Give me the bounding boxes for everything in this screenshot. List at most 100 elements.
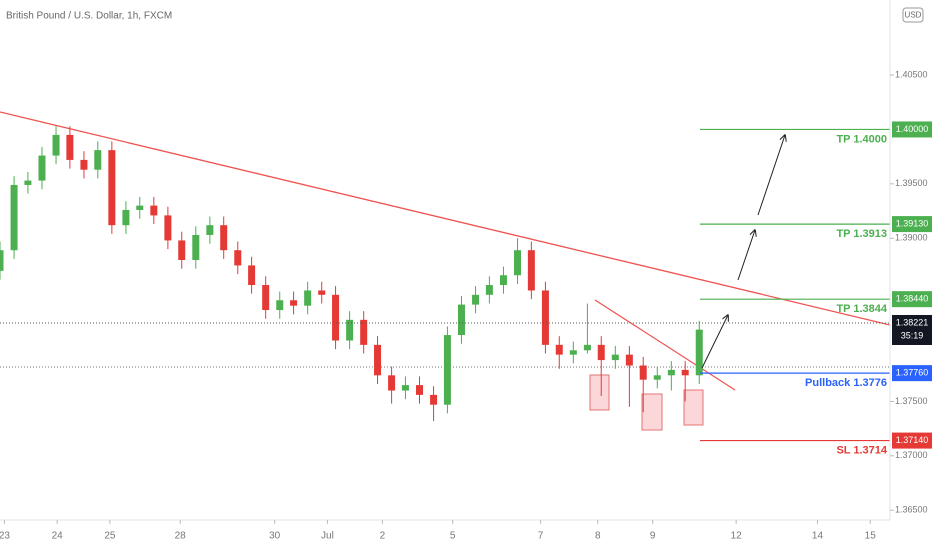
level-price-box (892, 121, 932, 138)
x-tick-label: 24 (52, 531, 64, 542)
level-price-label: 1.37760 (896, 368, 929, 378)
countdown: 35:19 (901, 330, 924, 340)
candle-body (653, 375, 661, 380)
x-tick-label: 7 (538, 531, 544, 542)
candle-body (499, 275, 507, 286)
level-name: TP 1.4000 (836, 133, 887, 145)
candle-body (178, 240, 186, 260)
candle-body (514, 250, 522, 276)
x-tick-label: 12 (731, 531, 743, 542)
level-price-box (892, 432, 932, 449)
candle-body (38, 155, 46, 181)
candle-body (122, 209, 130, 226)
candle-body (457, 304, 465, 336)
candle-body (416, 385, 424, 395)
level-price-label: 1.38440 (896, 294, 929, 304)
candle-body (318, 290, 326, 295)
level-price-label: 1.40000 (896, 124, 929, 134)
candle-body (220, 225, 228, 251)
candle-body (346, 319, 354, 341)
candle-body (304, 290, 312, 306)
x-tick-label: 28 (175, 531, 187, 542)
candles (0, 126, 703, 422)
y-tick-label: 1.39000 (895, 233, 928, 243)
candle-body (164, 215, 172, 241)
candle-body (150, 205, 158, 216)
x-tick-label: 2 (380, 531, 386, 542)
candle-body (401, 385, 409, 391)
candle-body (583, 344, 591, 351)
arrow (737, 230, 755, 281)
candle-body (667, 369, 675, 376)
candle-body (206, 225, 214, 235)
level-price-label: 1.37140 (896, 435, 929, 445)
candle-body (555, 344, 563, 355)
candle-body (290, 300, 298, 306)
candle-body (695, 329, 703, 376)
candle-body (80, 159, 88, 170)
x-tick-label: 30 (269, 531, 281, 542)
level-price-label: 1.39130 (896, 218, 929, 228)
candle-body (597, 344, 605, 361)
candle-body (108, 150, 116, 226)
candle-body (639, 365, 647, 380)
y-tick-label: 1.36500 (895, 505, 928, 515)
candle-body (443, 335, 451, 405)
candle-body (24, 180, 32, 185)
last-price-label: 1.38221 (896, 317, 929, 327)
candle-body (611, 354, 619, 361)
level-name: TP 1.3844 (836, 303, 887, 315)
x-tick-label: 9 (650, 531, 656, 542)
y-tick-label: 1.40500 (895, 69, 928, 79)
currency-badge[interactable] (902, 7, 924, 23)
candle-body (625, 354, 633, 366)
x-tick-label: 14 (812, 531, 824, 542)
y-tick-label: 1.37500 (895, 396, 928, 406)
candle-body (94, 150, 102, 170)
level-name: SL 1.3714 (836, 444, 887, 456)
candle-body (136, 205, 144, 210)
candle-body (52, 134, 60, 156)
candle-body (472, 294, 480, 305)
candle-body (360, 319, 368, 345)
currency-label: USD (905, 11, 922, 20)
trendline (0, 111, 890, 326)
pattern-box (683, 389, 704, 426)
candle-body (569, 350, 577, 355)
candle-body (0, 250, 4, 271)
x-tick-label: 8 (595, 531, 601, 542)
arrow (701, 315, 728, 369)
candle-body (332, 294, 340, 341)
level-name: TP 1.3913 (836, 228, 887, 240)
y-tick-label: 1.39500 (895, 178, 928, 188)
candle-body (248, 265, 256, 286)
chart-title: British Pound / U.S. Dollar, 1h, FXCM (6, 11, 172, 22)
x-tick-label: 5 (450, 531, 456, 542)
candle-body (276, 300, 284, 311)
candle-body (388, 375, 396, 391)
pattern-box (589, 374, 610, 411)
arrow (757, 135, 785, 216)
candle-body (485, 285, 493, 295)
candle-body (430, 394, 438, 405)
candle-body (262, 285, 270, 311)
level-price-box (892, 291, 932, 308)
candle-body (66, 134, 74, 160)
candle-body (374, 344, 382, 376)
candle-body (681, 369, 689, 376)
x-tick-label: Jul (321, 531, 334, 542)
last-price-box (892, 314, 932, 345)
candle-body (234, 250, 242, 266)
x-tick-label: 25 (104, 531, 116, 542)
candle-body (10, 184, 18, 251)
x-tick-label: 15 (865, 531, 877, 542)
y-tick-label: 1.37000 (895, 450, 928, 460)
level-price-box (892, 365, 932, 382)
x-tick-label: 23 (0, 531, 10, 542)
plot-area (0, 111, 890, 442)
trendline (594, 299, 736, 391)
pattern-box (641, 393, 663, 431)
level-name: Pullback 1.3776 (805, 377, 887, 389)
